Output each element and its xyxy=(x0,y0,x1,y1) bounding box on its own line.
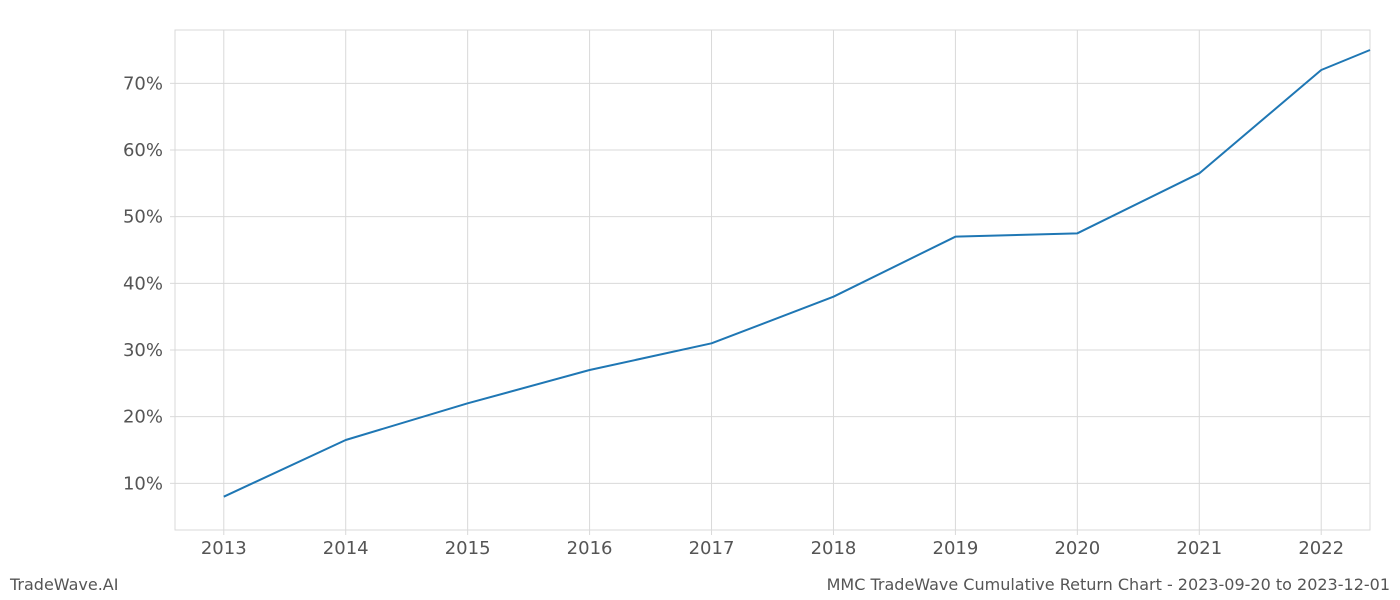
y-tick-label: 70% xyxy=(123,73,163,94)
x-tick-label: 2018 xyxy=(811,538,857,559)
x-tick-label: 2019 xyxy=(933,538,979,559)
y-tick-label: 20% xyxy=(123,407,163,428)
y-tick-label: 50% xyxy=(123,207,163,228)
y-tick-label: 30% xyxy=(123,340,163,361)
x-tick-label: 2020 xyxy=(1054,538,1100,559)
line-chart: 2013 2014 2015 2016 2017 2018 2019 2020 2021 2022… xyxy=(0,0,1400,600)
x-tick-label: 2013 xyxy=(201,538,247,559)
x-tick-label: 2021 xyxy=(1176,538,1222,559)
x-tick-label: 2022 xyxy=(1298,538,1344,559)
y-tick-label: 10% xyxy=(123,473,163,494)
chart-bg xyxy=(0,0,1400,600)
footer-brand: TradeWave.AI xyxy=(10,575,118,594)
x-tick-label: 2016 xyxy=(567,538,613,559)
y-tick-label: 60% xyxy=(123,140,163,161)
chart-container: 2013 2014 2015 2016 2017 2018 2019 2020 2021 2022… xyxy=(0,0,1400,600)
footer-caption: MMC TradeWave Cumulative Return Chart - … xyxy=(827,575,1390,594)
y-tick-label: 40% xyxy=(123,273,163,294)
x-tick-label: 2014 xyxy=(323,538,369,559)
x-tick-label: 2017 xyxy=(689,538,735,559)
x-tick-label: 2015 xyxy=(445,538,491,559)
